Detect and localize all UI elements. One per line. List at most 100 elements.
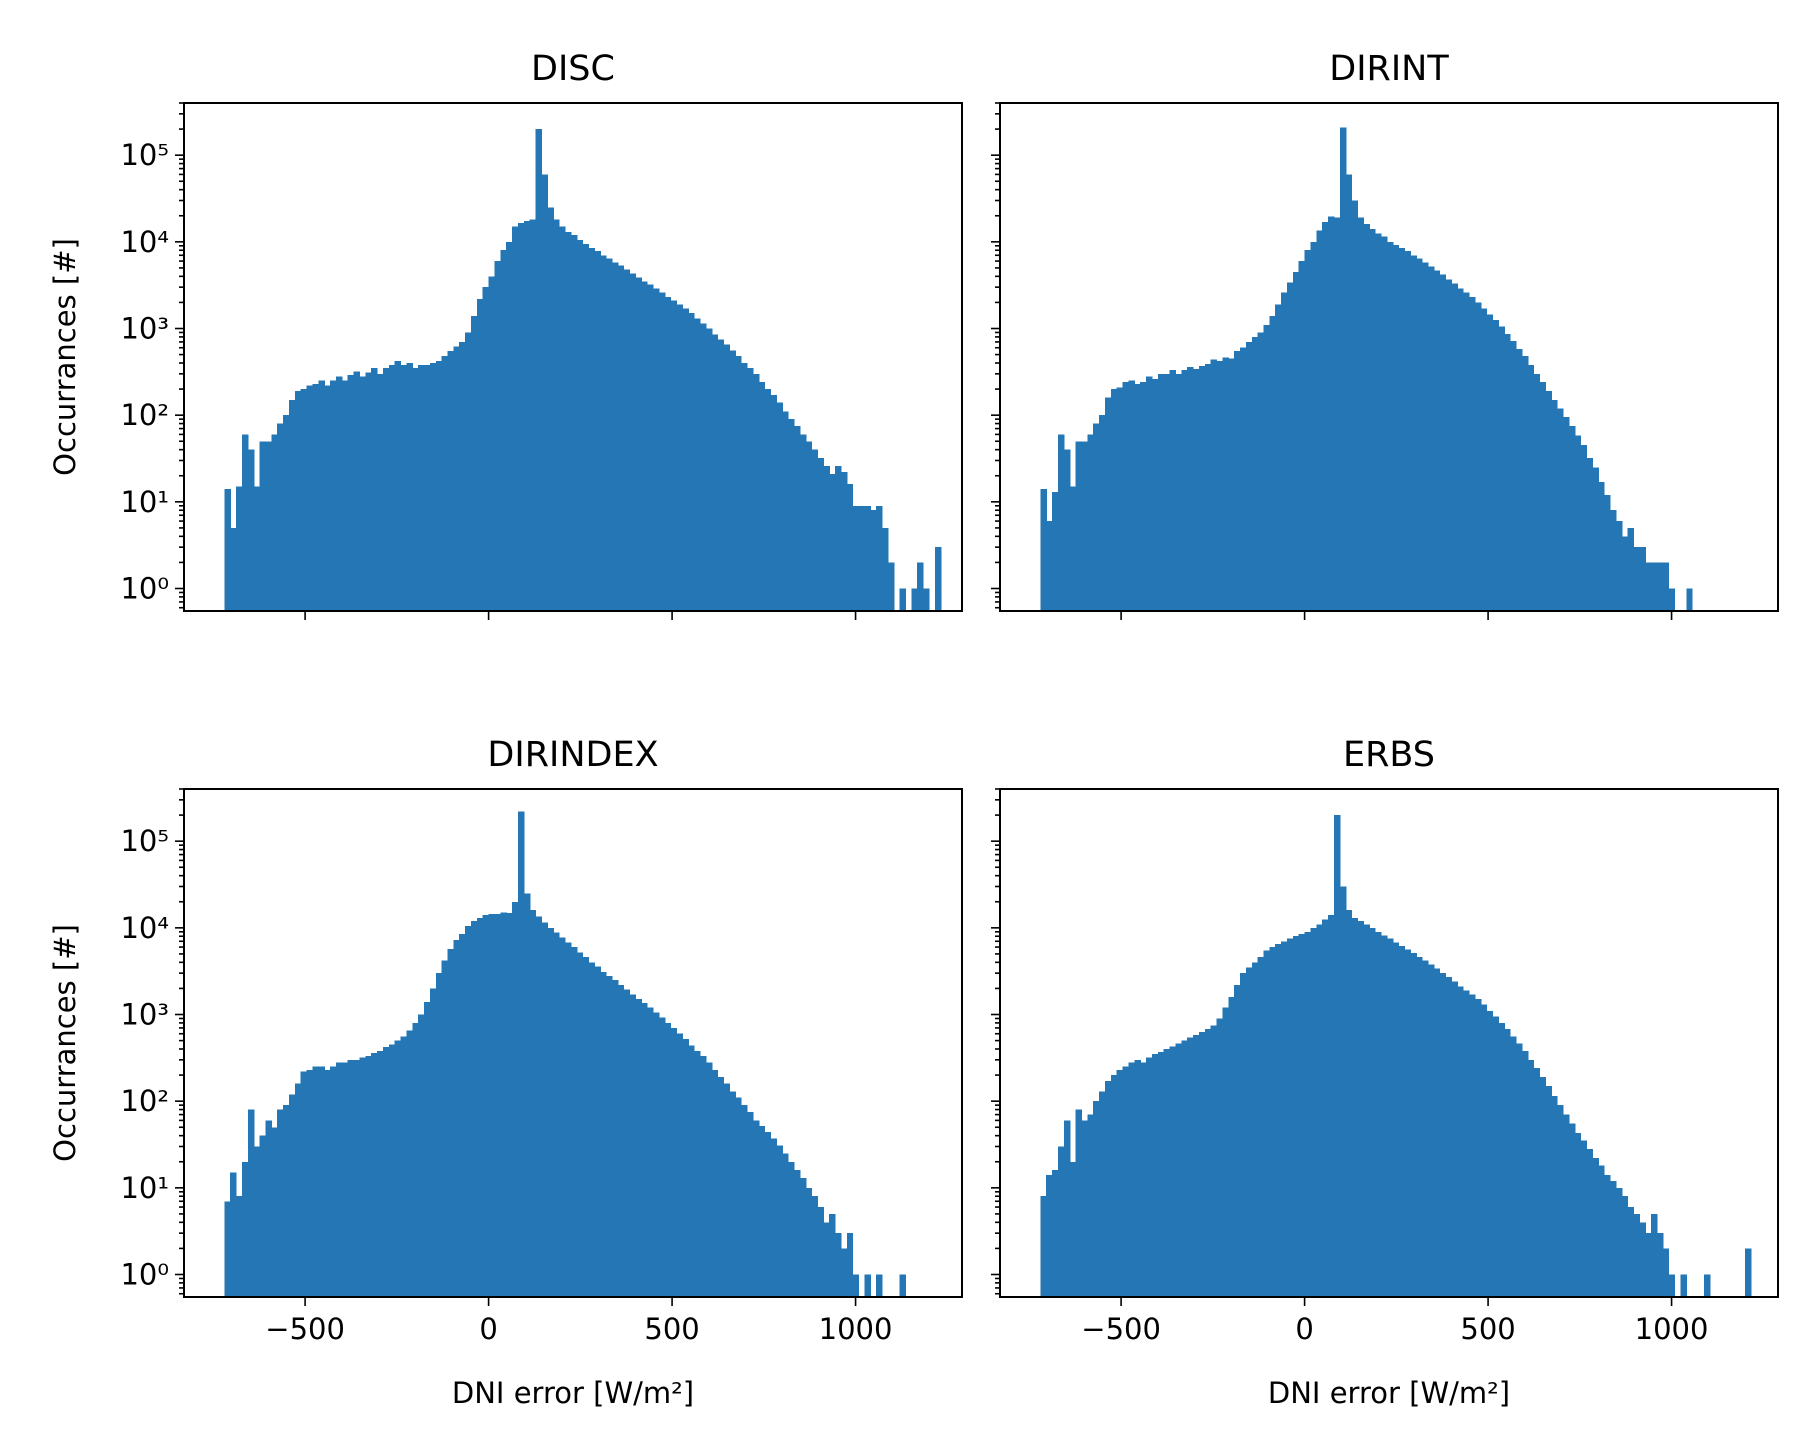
histogram-bar bbox=[1515, 349, 1523, 611]
histogram-bar bbox=[424, 1001, 431, 1297]
histogram-bar bbox=[312, 383, 319, 611]
histogram-bar bbox=[1228, 358, 1235, 611]
histogram-bar bbox=[770, 395, 777, 611]
histogram-bar bbox=[453, 346, 460, 611]
histogram-bar bbox=[570, 234, 578, 612]
histogram-bar bbox=[1216, 361, 1223, 611]
x-axis-ticks bbox=[1120, 611, 1673, 620]
plot-frame bbox=[183, 102, 963, 612]
histogram-bar bbox=[934, 547, 942, 611]
panel-erbs: ERBS −500 0 500 1000 bbox=[991, 735, 1779, 1346]
panel-disc: DISC 10⁰ 10¹ 10² 10³ 10⁴ 10⁵ bbox=[120, 49, 963, 620]
histogram-bar bbox=[870, 510, 877, 611]
histogram-bar bbox=[606, 975, 613, 1297]
panel-title: ERBS bbox=[1343, 735, 1435, 775]
histogram-bar bbox=[1598, 1165, 1605, 1297]
histogram-bar bbox=[641, 281, 648, 611]
histogram-bar bbox=[641, 1003, 648, 1297]
histogram-bar bbox=[394, 1040, 402, 1297]
histogram-bar bbox=[1380, 935, 1388, 1297]
histogram-bar bbox=[265, 1120, 272, 1297]
histogram-bar bbox=[1539, 382, 1546, 611]
histogram-bar bbox=[1181, 370, 1188, 611]
histogram-bar bbox=[371, 368, 378, 611]
histogram-bar bbox=[823, 465, 830, 611]
histogram-bar bbox=[582, 957, 590, 1297]
histogram-bar bbox=[1422, 960, 1429, 1297]
histogram-bar bbox=[494, 261, 501, 611]
histogram-bar bbox=[782, 411, 789, 611]
histogram-bar bbox=[576, 240, 584, 611]
histogram-bar bbox=[799, 1177, 807, 1297]
histogram-bar bbox=[1175, 373, 1182, 611]
histogram-bar bbox=[735, 1097, 742, 1297]
histogram-bar bbox=[253, 486, 261, 611]
y-axis-ticks: 10⁰ 10¹ 10² 10³ 10⁴ 10⁵ bbox=[120, 788, 184, 1295]
histogram-bar bbox=[553, 219, 560, 611]
histogram-bar bbox=[1163, 1048, 1171, 1297]
histogram-bar bbox=[247, 1109, 255, 1297]
histogram-bar bbox=[1157, 1051, 1165, 1297]
histogram-bar bbox=[418, 1014, 425, 1297]
histogram-bar bbox=[1392, 244, 1400, 612]
histogram-bar bbox=[330, 1066, 337, 1297]
histogram-bar bbox=[1087, 1114, 1094, 1297]
histogram-bar bbox=[482, 915, 490, 1297]
histogram-bar bbox=[699, 1056, 707, 1297]
histogram-bar bbox=[764, 389, 772, 611]
histogram-bar bbox=[1134, 1059, 1141, 1297]
histogram-bar bbox=[576, 952, 584, 1297]
histogram-bar bbox=[770, 1138, 777, 1297]
histogram-bar bbox=[647, 1007, 654, 1297]
histogram-bar bbox=[1627, 527, 1635, 611]
histogram-bar bbox=[1568, 426, 1576, 611]
histogram-bar bbox=[1662, 562, 1670, 611]
histogram-bar bbox=[1551, 399, 1558, 611]
x-axis-label: DNI error [W/m²] bbox=[1268, 1376, 1510, 1410]
histogram-bar bbox=[1492, 1016, 1499, 1297]
histogram-bar bbox=[382, 368, 390, 611]
histogram-bar bbox=[1069, 486, 1077, 611]
histogram-bar bbox=[635, 277, 642, 611]
histogram-bar bbox=[1146, 1057, 1153, 1297]
histogram-bar bbox=[224, 1201, 231, 1297]
histogram-bar bbox=[300, 389, 308, 611]
x-tick-label: 1000 bbox=[819, 1312, 893, 1346]
y-tick-label: 10¹ bbox=[120, 485, 169, 519]
histogram-bar bbox=[711, 1069, 719, 1297]
histogram-bar bbox=[1598, 481, 1605, 611]
histogram-bar bbox=[1404, 949, 1411, 1297]
histogram-bar bbox=[1075, 1109, 1083, 1297]
histogram-bar bbox=[682, 308, 689, 611]
x-tick-label: 0 bbox=[1295, 1312, 1313, 1346]
histogram-bar bbox=[347, 1059, 355, 1297]
y-axis-ticks bbox=[991, 788, 1000, 1295]
histogram-bar bbox=[482, 287, 490, 611]
histogram-bar bbox=[1351, 917, 1359, 1297]
histogram-bar bbox=[653, 288, 660, 611]
histogram-bar bbox=[1292, 271, 1300, 611]
histogram-bar bbox=[1281, 941, 1288, 1297]
histogram-bar bbox=[788, 1161, 795, 1297]
histogram-bar bbox=[1222, 357, 1229, 611]
y-tick-label: 10⁰ bbox=[120, 571, 169, 605]
histogram-bar bbox=[1375, 931, 1382, 1297]
histogram-bar bbox=[1427, 266, 1435, 611]
histogram-bar bbox=[688, 1045, 695, 1297]
histogram-bar bbox=[535, 916, 543, 1297]
histogram-bars bbox=[224, 811, 907, 1297]
histogram-bar bbox=[1422, 262, 1429, 611]
histogram-bar bbox=[1339, 886, 1347, 1297]
histogram-bar bbox=[1310, 241, 1317, 611]
histogram-bar bbox=[447, 351, 454, 611]
histogram-bar bbox=[811, 449, 819, 611]
histogram-bar bbox=[1357, 920, 1364, 1297]
histogram-bar bbox=[1668, 1274, 1676, 1297]
histogram-bars bbox=[1040, 127, 1693, 612]
histogram-bar bbox=[1404, 251, 1411, 611]
histogram-bar bbox=[1304, 250, 1312, 612]
histogram-bar bbox=[1527, 1059, 1535, 1297]
histogram-bar bbox=[840, 1248, 848, 1297]
y-tick-label: 10² bbox=[120, 1084, 169, 1118]
histogram-bar bbox=[1492, 320, 1499, 611]
